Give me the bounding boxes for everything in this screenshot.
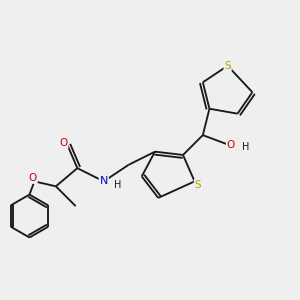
Text: S: S — [224, 61, 231, 71]
Text: O: O — [28, 173, 37, 183]
Text: O: O — [59, 138, 68, 148]
Text: H: H — [114, 180, 121, 190]
Text: N: N — [100, 176, 108, 186]
Text: S: S — [195, 180, 201, 190]
Text: O: O — [227, 140, 235, 150]
Text: H: H — [242, 142, 250, 152]
